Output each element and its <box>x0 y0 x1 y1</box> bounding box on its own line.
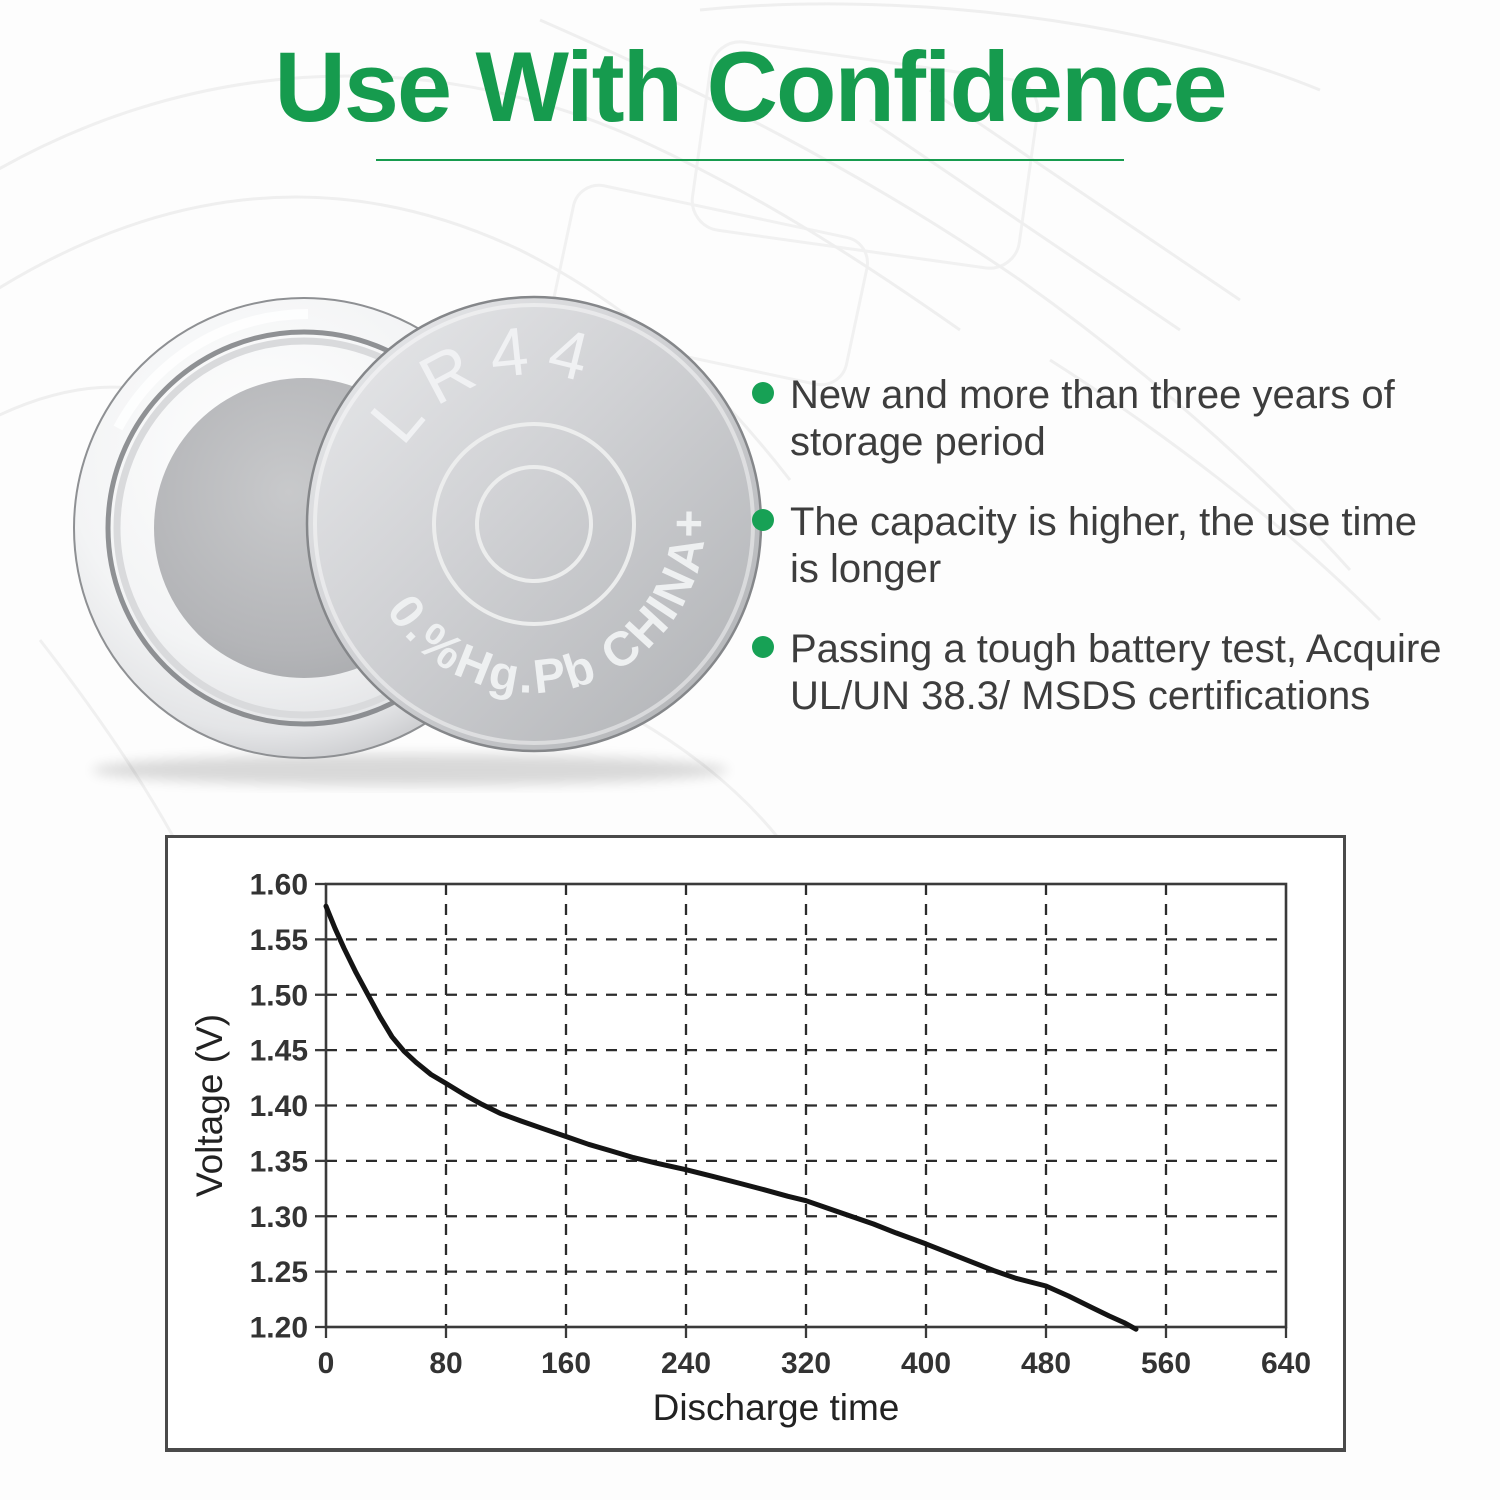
y-tick-label: 1.20 <box>250 1312 308 1345</box>
discharge-chart-svg: 1.20 1.25 1.30 1.35 1.40 1.45 1.50 1.55 1.60 0 80 1… <box>189 869 1311 1429</box>
plot-border <box>324 882 1288 1329</box>
x-axis-label: Discharge time <box>653 1387 900 1428</box>
y-tick-label: 1.30 <box>250 1201 308 1234</box>
bullet-dot-icon <box>752 382 774 404</box>
list-item: New and more than three years of storage… <box>752 372 1482 466</box>
battery-image: LR44 0.%Hg.Pb CHINA+ <box>73 280 763 786</box>
page-title: Use With Confidence <box>274 31 1227 142</box>
y-axis-label: Voltage (V) <box>189 1014 230 1197</box>
feature-list: New and more than three years of storage… <box>752 372 1482 753</box>
coin-inner-ring <box>475 465 593 583</box>
bullet-text: New and more than three years of storage… <box>790 372 1395 466</box>
bullet-line: UL/UN 38.3/ MSDS certifications <box>790 674 1371 718</box>
y-tick-label: 1.25 <box>250 1256 308 1289</box>
x-tick-label: 320 <box>781 1347 831 1380</box>
y-tick-label: 1.55 <box>250 924 308 957</box>
battery-shadow <box>92 754 728 786</box>
bullet-dot-icon <box>752 509 774 531</box>
y-tick-label: 1.50 <box>250 979 308 1012</box>
title-underline <box>376 159 1124 161</box>
bullet-text: Passing a tough battery test, Acquire UL… <box>790 626 1442 720</box>
x-tick-label: 160 <box>541 1347 591 1380</box>
x-tick-label: 240 <box>661 1347 711 1380</box>
y-tick-label: 1.35 <box>250 1145 308 1178</box>
discharge-curve <box>323 903 1139 1332</box>
bullet-line: The capacity is higher, the use time <box>790 500 1417 544</box>
bullet-text: The capacity is higher, the use time is … <box>790 499 1417 593</box>
y-tick-label: 1.45 <box>250 1035 308 1068</box>
coin-outer-ring <box>432 422 636 626</box>
bullet-line: Passing a tough battery test, Acquire <box>790 627 1442 671</box>
x-tick-label: 560 <box>1141 1347 1191 1380</box>
bullet-line: storage period <box>790 420 1046 464</box>
bullet-line: is longer <box>790 547 942 591</box>
discharge-chart: 1.20 1.25 1.30 1.35 1.40 1.45 1.50 1.55 1.60 0 80 1… <box>165 835 1346 1452</box>
x-tick-label: 400 <box>901 1347 951 1380</box>
x-tick-label: 640 <box>1261 1347 1311 1380</box>
y-tick-label: 1.60 <box>250 869 308 902</box>
x-tick-label: 80 <box>429 1347 462 1380</box>
bullet-dot-icon <box>752 636 774 658</box>
list-item: Passing a tough battery test, Acquire UL… <box>752 626 1482 720</box>
list-item: The capacity is higher, the use time is … <box>752 499 1482 593</box>
x-tick-label: 480 <box>1021 1347 1071 1380</box>
y-tick-label: 1.40 <box>250 1090 308 1123</box>
bullet-line: New and more than three years of <box>790 373 1395 417</box>
battery-front: LR44 0.%Hg.Pb CHINA+ <box>305 280 763 753</box>
x-tick-label: 0 <box>318 1347 335 1380</box>
